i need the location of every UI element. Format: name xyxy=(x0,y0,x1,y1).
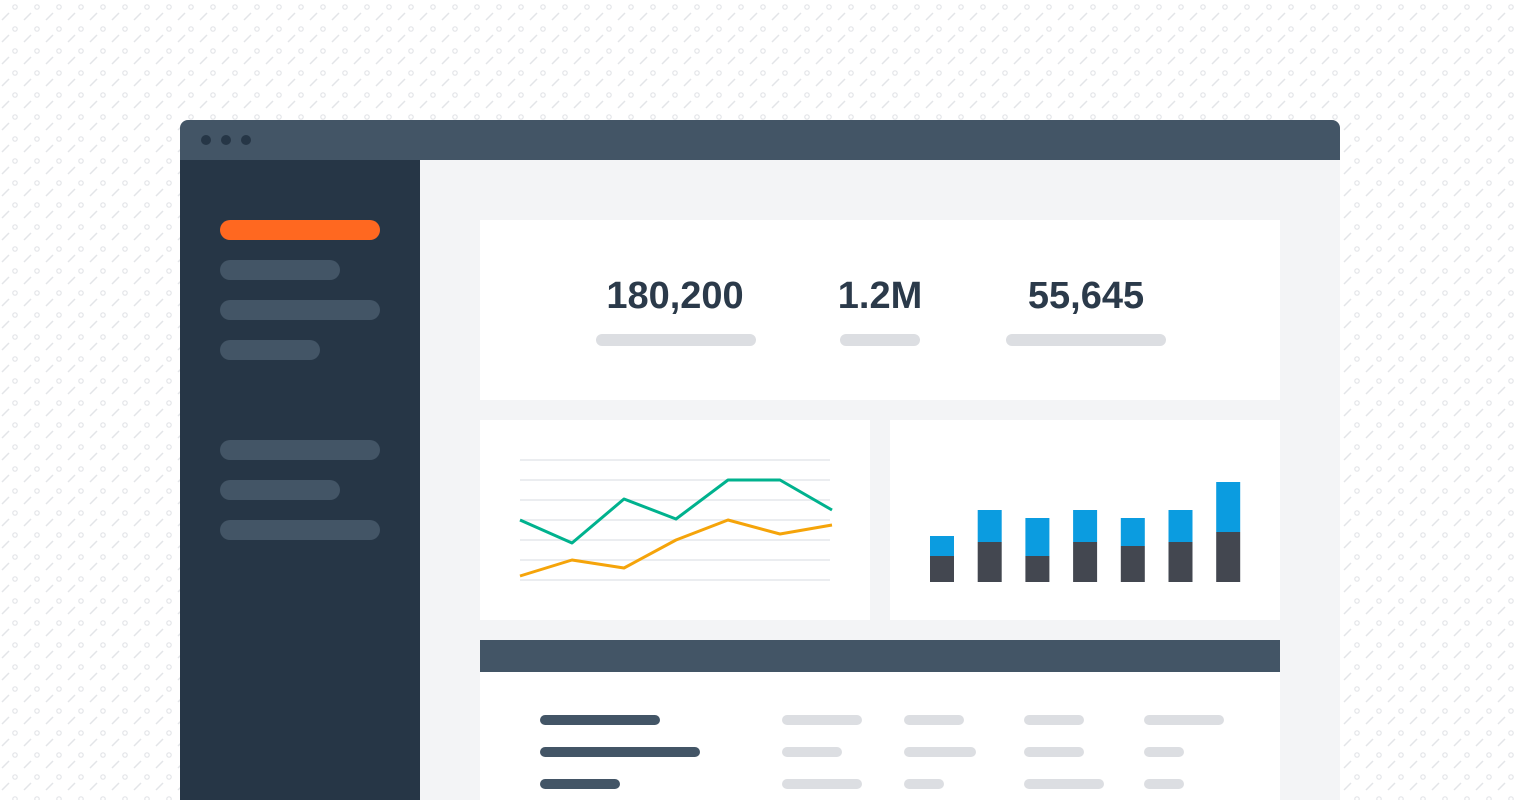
nav-item[interactable] xyxy=(220,300,380,320)
stat-value: 55,645 xyxy=(1028,275,1144,317)
bar-segment xyxy=(1073,542,1098,582)
window-dot xyxy=(201,135,211,145)
line-series xyxy=(519,478,833,545)
bar-segment xyxy=(1216,482,1241,532)
table-cell xyxy=(904,747,976,757)
table-cell xyxy=(1024,779,1104,789)
nav-item[interactable] xyxy=(220,260,340,280)
stat-caption xyxy=(1006,334,1166,346)
bar-segment xyxy=(1025,518,1050,556)
table-header xyxy=(480,640,1280,672)
table-rows xyxy=(540,715,1224,789)
table-cell xyxy=(782,779,862,789)
table-row-label xyxy=(540,715,660,725)
table-cell xyxy=(1144,715,1224,725)
bar-segment xyxy=(977,542,1002,582)
bar-segment xyxy=(1216,532,1241,582)
table-cell xyxy=(782,747,842,757)
stat-caption xyxy=(840,334,920,346)
nav-item[interactable] xyxy=(220,340,320,360)
nav-item[interactable] xyxy=(220,520,380,540)
table-cell xyxy=(904,779,944,789)
table-cell xyxy=(1024,715,1084,725)
bar-segment xyxy=(1073,510,1098,542)
bar-segment xyxy=(1025,556,1050,582)
line-series xyxy=(519,518,833,578)
stat-value: 180,200 xyxy=(606,275,743,317)
stat-caption xyxy=(596,334,756,346)
table-cell xyxy=(1024,747,1084,757)
bar-segment xyxy=(930,536,954,556)
bar-segment xyxy=(1120,546,1145,582)
table-row-label xyxy=(540,747,700,757)
stat-value: 1.2M xyxy=(838,275,922,317)
nav-item-active[interactable] xyxy=(220,220,380,240)
table-cell xyxy=(1144,747,1184,757)
table-cell xyxy=(782,715,862,725)
bar-segment xyxy=(1168,510,1193,542)
bar-segment xyxy=(1120,518,1145,546)
nav-item[interactable] xyxy=(220,440,380,460)
window-dot xyxy=(221,135,231,145)
nav-item[interactable] xyxy=(220,480,340,500)
bar-segment xyxy=(1168,542,1193,582)
bar-segment xyxy=(977,510,1002,542)
table-cell xyxy=(904,715,964,725)
window-dot xyxy=(241,135,251,145)
table-cell xyxy=(1144,779,1184,789)
table-body xyxy=(480,672,1280,800)
bar-segment xyxy=(930,556,954,582)
table-row-label xyxy=(540,779,620,789)
stats-card xyxy=(480,220,1280,400)
